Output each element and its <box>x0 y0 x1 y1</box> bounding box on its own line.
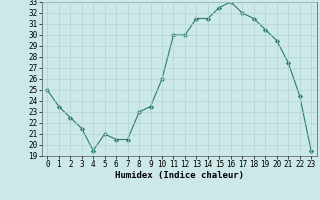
X-axis label: Humidex (Indice chaleur): Humidex (Indice chaleur) <box>115 171 244 180</box>
